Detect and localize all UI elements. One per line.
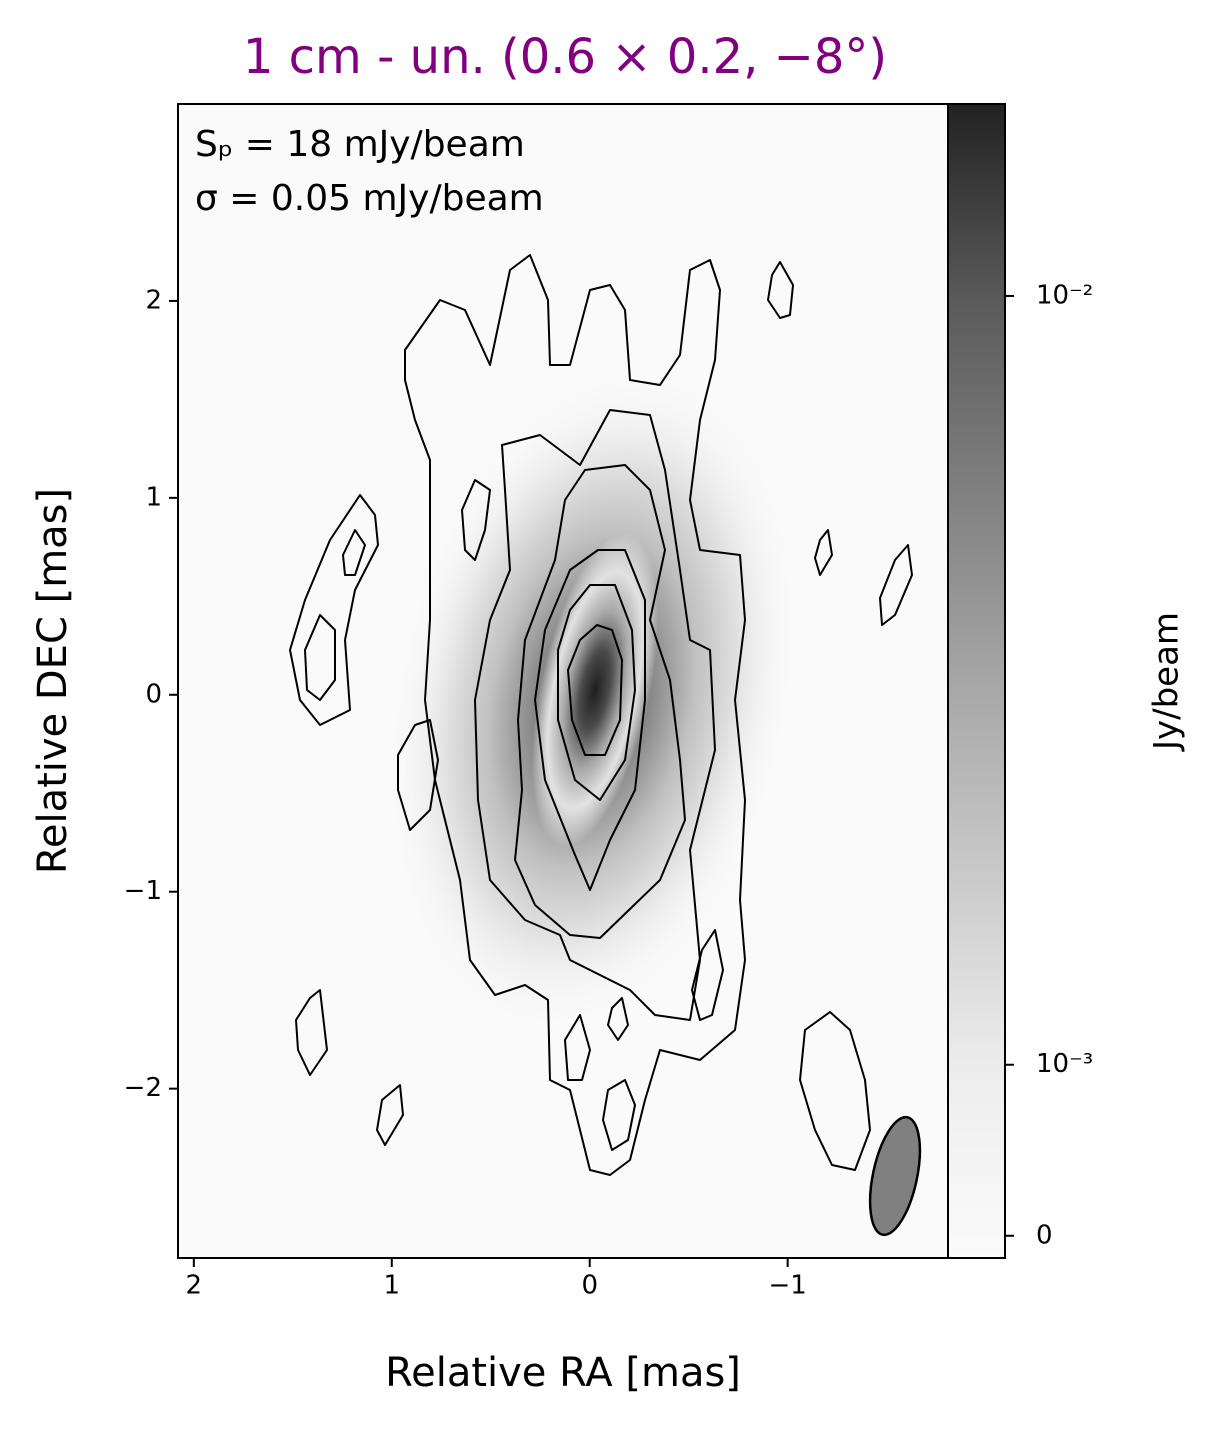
annotation: Sₚ = 18 mJy/beam (195, 124, 525, 165)
colorbar-label: Jy/beam (1147, 612, 1187, 752)
x-tick-label: 2 (186, 1271, 203, 1301)
colorbar (947, 103, 1006, 1259)
chart-title: 1 cm - un. (0.6 × 0.2, −8°) (243, 29, 887, 85)
y-tick-label: −2 (124, 1073, 162, 1103)
emission-core (531, 533, 659, 847)
x-tick-label: 1 (384, 1271, 401, 1301)
colorbar-tick-label: 0 (1036, 1220, 1053, 1250)
y-tick-label: −1 (124, 876, 162, 906)
y-tick-label: 0 (145, 679, 162, 709)
x-axis-label: Relative RA [mas] (385, 1350, 741, 1396)
y-axis-label: Relative DEC [mas] (30, 488, 76, 874)
x-tick-label: −1 (769, 1271, 807, 1301)
colorbar-tick-label: 10⁻³ (1036, 1049, 1093, 1079)
contours (289, 254, 913, 1176)
y-tick-label: 1 (145, 482, 162, 512)
y-tick-label: 2 (145, 285, 162, 315)
annotation: σ = 0.05 mJy/beam (195, 178, 544, 219)
x-tick-label: 0 (581, 1271, 598, 1301)
colorbar-tick-label: 10⁻² (1036, 280, 1093, 310)
beam (868, 1115, 922, 1237)
